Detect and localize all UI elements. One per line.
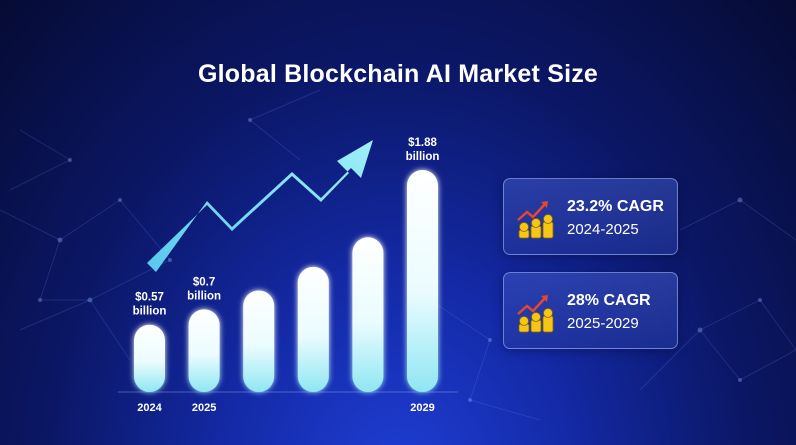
data-label-value: $0.7 bbox=[193, 276, 215, 288]
bar-2027 bbox=[297, 266, 329, 392]
coins-growth-icon bbox=[517, 295, 554, 333]
data-label-unit: billion bbox=[187, 290, 221, 302]
data-label-value: $1.88 bbox=[408, 137, 437, 149]
bar-2024 bbox=[134, 324, 165, 392]
growth-arrow-icon bbox=[147, 140, 373, 272]
bar-2026 bbox=[243, 290, 275, 392]
stat-value: 23.2% CAGR bbox=[567, 198, 664, 215]
data-label-value: $0.57 bbox=[135, 292, 164, 304]
stat-card-cagr-2025-2029: 28% CAGR 2025-2029 bbox=[503, 272, 678, 349]
data-label-unit: billion bbox=[133, 306, 167, 318]
stat-value: 28% CAGR bbox=[567, 292, 651, 309]
bar-2025 bbox=[188, 309, 220, 392]
stat-period: 2025-2029 bbox=[567, 315, 639, 332]
data-label-unit: billion bbox=[406, 151, 440, 163]
tick-label-2024: 2024 bbox=[137, 402, 162, 414]
bar-2028 bbox=[352, 237, 384, 392]
bar-2029 bbox=[407, 170, 438, 392]
tick-label-2029: 2029 bbox=[410, 402, 434, 414]
stat-period: 2024-2025 bbox=[567, 221, 639, 238]
tick-label-2025: 2025 bbox=[192, 402, 216, 414]
stat-card-cagr-2024-2025: 23.2% CAGR 2024-2025 bbox=[503, 178, 678, 255]
page-title: Global Blockchain AI Market Size bbox=[197, 60, 599, 88]
coins-growth-icon bbox=[517, 201, 554, 239]
